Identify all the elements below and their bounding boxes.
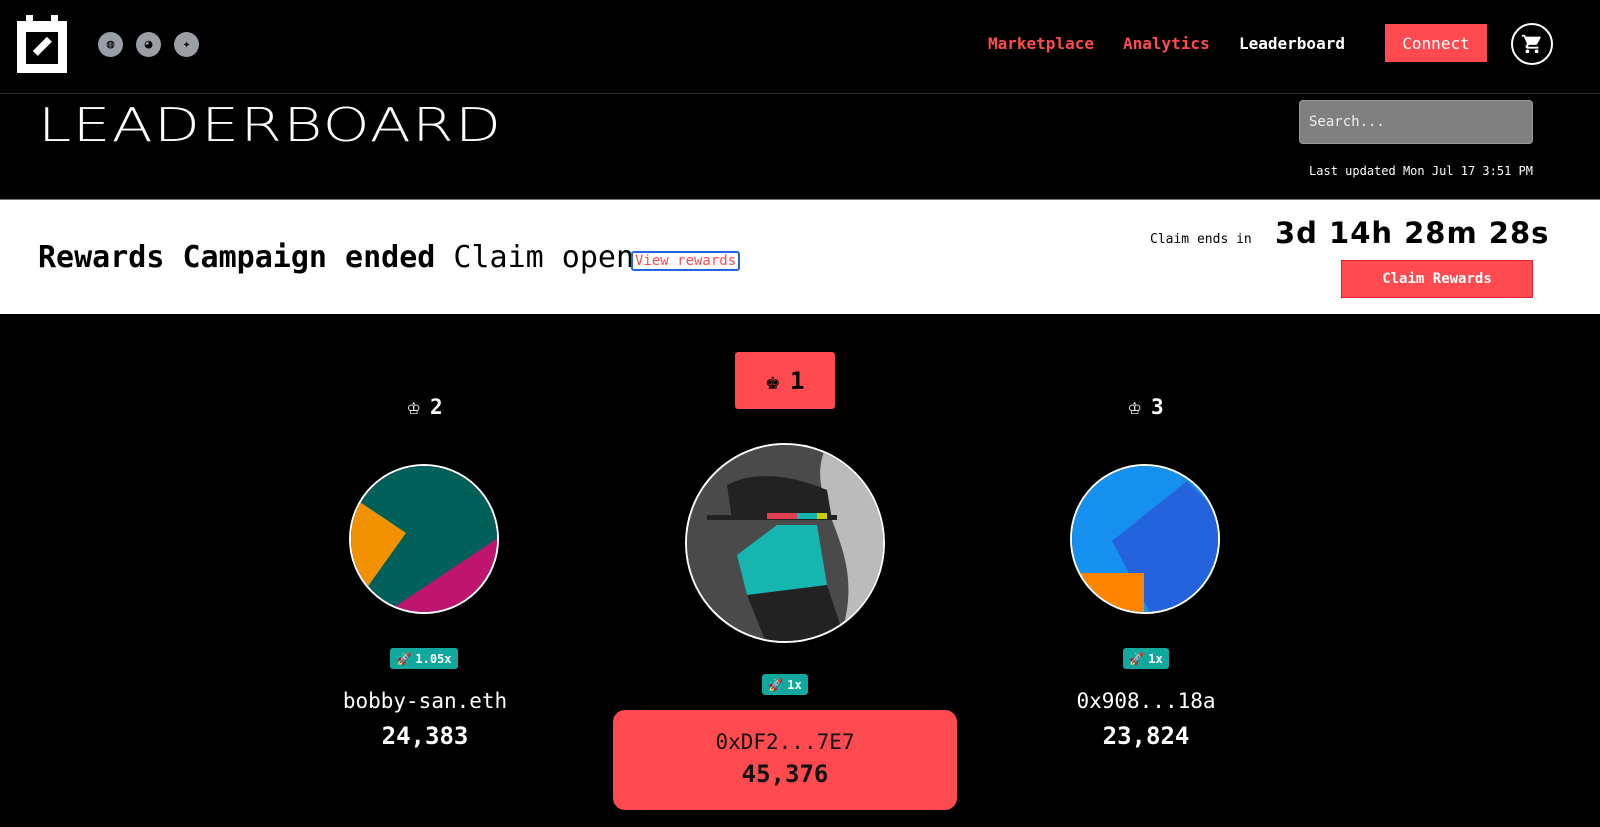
rank-number: 1 bbox=[790, 366, 805, 395]
boost-value: 1x bbox=[787, 677, 802, 692]
nav-leaderboard[interactable]: Leaderboard bbox=[1239, 34, 1345, 53]
first-place-card bbox=[613, 710, 957, 810]
rewards-banner: Rewards Campaign ended Claim open View r… bbox=[0, 199, 1600, 314]
cart-button[interactable] bbox=[1511, 23, 1553, 65]
boost-badge: 🚀 1x bbox=[762, 674, 808, 695]
countdown: 3d 14h 28m 28s bbox=[1275, 216, 1550, 250]
claim-rewards-button[interactable]: Claim Rewards bbox=[1341, 260, 1533, 298]
page-title: LEADERBOARD bbox=[38, 98, 503, 152]
player-score: 24,383 bbox=[381, 722, 469, 750]
banner-title: Rewards Campaign ended Claim open bbox=[38, 240, 634, 275]
crown-icon: ♔ bbox=[1128, 395, 1141, 419]
player-name[interactable]: 0x908...18a bbox=[1076, 689, 1216, 713]
last-updated: Last updated Mon Jul 17 3:51 PM bbox=[1309, 164, 1533, 178]
boost-badge: 🚀 1.05x bbox=[390, 648, 458, 669]
crown-icon: ♔ bbox=[407, 395, 420, 419]
king-icon: ♚ bbox=[765, 366, 780, 395]
campaign-status: Rewards Campaign ended bbox=[38, 240, 436, 275]
player-name[interactable]: 0xDF2...7E7 bbox=[715, 730, 855, 754]
discord-icon[interactable]: ◕ bbox=[136, 32, 161, 57]
last-updated-value: Mon Jul 17 3:51 PM bbox=[1402, 164, 1533, 178]
player-score: 45,376 bbox=[741, 760, 829, 788]
nav-marketplace[interactable]: Marketplace bbox=[988, 34, 1094, 53]
nav-analytics[interactable]: Analytics bbox=[1123, 34, 1210, 53]
rocket-icon: 🚀 bbox=[1129, 651, 1145, 666]
rank-number: 2 bbox=[430, 395, 443, 419]
search-input[interactable] bbox=[1299, 100, 1533, 144]
player-name[interactable]: bobby-san.eth bbox=[342, 689, 508, 713]
claim-status: Claim open bbox=[453, 240, 635, 275]
view-rewards-link[interactable]: View rewards bbox=[631, 251, 741, 271]
last-updated-label: Last updated bbox=[1309, 164, 1396, 178]
rocket-icon: 🚀 bbox=[768, 677, 784, 692]
globe-icon[interactable]: ◍ bbox=[98, 32, 123, 57]
rocket-icon: 🚀 bbox=[396, 651, 412, 666]
boost-value: 1x bbox=[1148, 651, 1163, 666]
logo-icon[interactable] bbox=[17, 15, 67, 73]
rank-3: ♔ 3 bbox=[1096, 395, 1196, 419]
avatar[interactable] bbox=[1070, 464, 1220, 614]
rank-number: 3 bbox=[1151, 395, 1164, 419]
connect-button[interactable]: Connect bbox=[1385, 24, 1487, 62]
claim-ends-label: Claim ends in bbox=[1150, 232, 1252, 247]
boost-value: 1.05x bbox=[415, 651, 452, 666]
twitter-icon[interactable]: ✦ bbox=[174, 32, 199, 57]
cart-icon bbox=[1521, 34, 1541, 54]
avatar[interactable] bbox=[349, 464, 499, 614]
top-nav: ◍ ◕ ✦ Marketplace Analytics Leaderboard … bbox=[0, 0, 1600, 94]
rank-1: ♚ 1 bbox=[735, 352, 835, 409]
rank-2: ♔ 2 bbox=[375, 395, 475, 419]
player-score: 23,824 bbox=[1102, 722, 1190, 750]
boost-badge: 🚀 1x bbox=[1123, 648, 1169, 669]
avatar[interactable] bbox=[685, 443, 885, 643]
